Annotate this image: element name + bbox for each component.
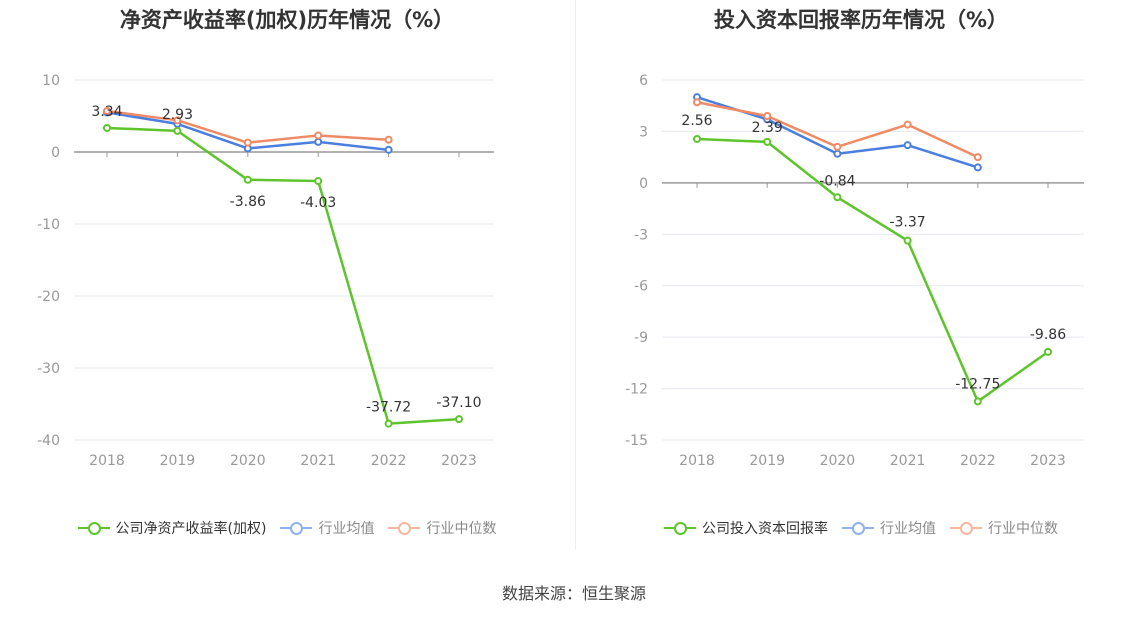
data-label: -37.72 xyxy=(366,400,411,416)
x-tick-label: 2021 xyxy=(890,453,926,469)
series-line xyxy=(106,109,389,144)
legend-label: 行业中位数 xyxy=(988,521,1058,537)
x-tick-label: 2020 xyxy=(820,453,856,469)
data-label: -3.86 xyxy=(230,194,266,210)
roic-chart-plot: 6 3 0 -3 -6 -9 -12 -15 2018 2019 2020 2021 2022 2023 2… xyxy=(625,73,1084,469)
legend-item-company-roic[interactable]: 公司投入资本回报率 xyxy=(664,518,828,538)
y-tick-label: -3 xyxy=(634,227,648,243)
data-label: 2.39 xyxy=(752,120,783,136)
data-source-note: 数据来源：恒生聚源 xyxy=(501,584,646,603)
data-point[interactable] xyxy=(903,120,912,129)
legend-line-circle-icon xyxy=(950,521,982,535)
data-label: 3.34 xyxy=(91,104,122,120)
legend-line-circle-icon xyxy=(842,521,874,535)
legend-label: 公司投入资本回报率 xyxy=(702,521,828,537)
x-tick-label: 2018 xyxy=(679,453,715,469)
y-tick-label: 6 xyxy=(639,73,648,89)
legend-label: 行业均值 xyxy=(318,521,375,537)
y-tick-label: -12 xyxy=(625,382,648,398)
data-label: -4.03 xyxy=(300,195,336,211)
data-point[interactable] xyxy=(314,131,323,140)
y-tick-label: 3 xyxy=(639,124,648,140)
data-point[interactable] xyxy=(903,141,912,150)
y-tick-label: 0 xyxy=(639,176,648,192)
x-tick-label: 2022 xyxy=(371,453,407,469)
data-point[interactable] xyxy=(103,106,111,115)
panel-divider xyxy=(575,0,576,550)
y-tick-label: 10 xyxy=(42,73,60,89)
data-point[interactable] xyxy=(763,112,772,120)
legend-item-industry-median[interactable]: 行业中位数 xyxy=(388,518,496,538)
x-tick-label: 2022 xyxy=(960,453,996,469)
roic-chart-panel: 投入资本回报率历年情况（%） 6 3 0 -3 -6 -9 -12 -15 2018 2019 20… xyxy=(574,0,1148,560)
data-point[interactable] xyxy=(833,142,842,151)
legend-item-industry-median[interactable]: 行业中位数 xyxy=(950,518,1058,538)
data-label: -3.37 xyxy=(889,215,925,231)
data-point[interactable] xyxy=(173,116,182,125)
data-point[interactable] xyxy=(384,145,393,154)
x-tick-label: 2020 xyxy=(230,453,266,469)
legend-label: 行业均值 xyxy=(880,521,936,537)
roic-chart-title: 投入资本回报率历年情况（%） xyxy=(713,8,1009,32)
roe-chart-title: 净资产收益率(加权)历年情况（%） xyxy=(119,8,455,32)
x-tick-label: 2023 xyxy=(1030,453,1066,469)
data-point[interactable] xyxy=(903,236,912,245)
roe-chart-panel: 净资产收益率(加权)历年情况（%） 10 0 -10 -20 -30 -40 2018 201… xyxy=(0,0,574,560)
legend-line-circle-icon xyxy=(388,521,421,535)
data-label: -0.84 xyxy=(819,173,855,189)
y-tick-label: 0 xyxy=(51,145,60,161)
data-point[interactable] xyxy=(243,175,252,184)
legend-line-circle-icon xyxy=(664,521,696,535)
roe-chart-legend: 公司净资产收益率(加权) 行业均值 行业中位数 xyxy=(0,518,574,538)
legend-label: 公司净资产收益率(加权) xyxy=(115,521,267,537)
data-point[interactable] xyxy=(1044,347,1052,356)
y-tick-label: -15 xyxy=(625,433,648,449)
data-point[interactable] xyxy=(314,177,323,186)
data-point[interactable] xyxy=(455,415,463,424)
data-point[interactable] xyxy=(693,98,701,107)
data-label: 2.93 xyxy=(162,107,193,123)
series-line xyxy=(696,137,1049,403)
data-point[interactable] xyxy=(973,153,982,162)
y-tick-label: -10 xyxy=(37,217,60,233)
data-point[interactable] xyxy=(173,126,182,135)
data-point[interactable] xyxy=(833,193,842,202)
data-point[interactable] xyxy=(973,397,982,406)
data-point[interactable] xyxy=(243,138,252,147)
data-point[interactable] xyxy=(314,137,323,146)
data-label: -37.10 xyxy=(436,395,481,411)
data-point[interactable] xyxy=(693,134,701,143)
series-line xyxy=(106,126,460,425)
y-tick-label: -20 xyxy=(37,289,60,305)
legend-item-industry-average[interactable]: 行业均值 xyxy=(842,518,936,538)
x-tick-label: 2021 xyxy=(300,453,336,469)
data-point[interactable] xyxy=(973,163,982,172)
legend-label: 行业中位数 xyxy=(426,521,497,537)
y-tick-label: -30 xyxy=(37,361,60,377)
data-label: -12.75 xyxy=(955,376,1000,392)
roe-chart-plot: 10 0 -10 -20 -30 -40 2018 2019 2020 2021 2022 2023 3… xyxy=(37,73,494,469)
x-tick-label: 2023 xyxy=(441,453,477,469)
data-label: 2.56 xyxy=(681,113,712,129)
y-tick-label: -6 xyxy=(634,279,648,295)
legend-line-circle-icon xyxy=(77,521,110,535)
data-point[interactable] xyxy=(833,149,842,158)
roic-chart-legend: 公司投入资本回报率 行业均值 行业中位数 xyxy=(574,518,1148,538)
x-tick-label: 2018 xyxy=(89,453,125,469)
legend-item-industry-average[interactable]: 行业均值 xyxy=(280,518,374,538)
legend-item-company-roe[interactable]: 公司净资产收益率(加权) xyxy=(77,518,267,538)
data-label: -9.86 xyxy=(1030,327,1066,343)
data-point[interactable] xyxy=(384,135,393,144)
data-point[interactable] xyxy=(103,123,111,132)
data-point[interactable] xyxy=(763,137,772,146)
x-tick-label: 2019 xyxy=(749,453,785,469)
data-point[interactable] xyxy=(384,419,393,428)
x-tick-label: 2019 xyxy=(160,453,196,469)
y-tick-label: -40 xyxy=(37,433,60,449)
y-tick-label: -9 xyxy=(634,330,648,346)
legend-line-circle-icon xyxy=(280,521,313,535)
